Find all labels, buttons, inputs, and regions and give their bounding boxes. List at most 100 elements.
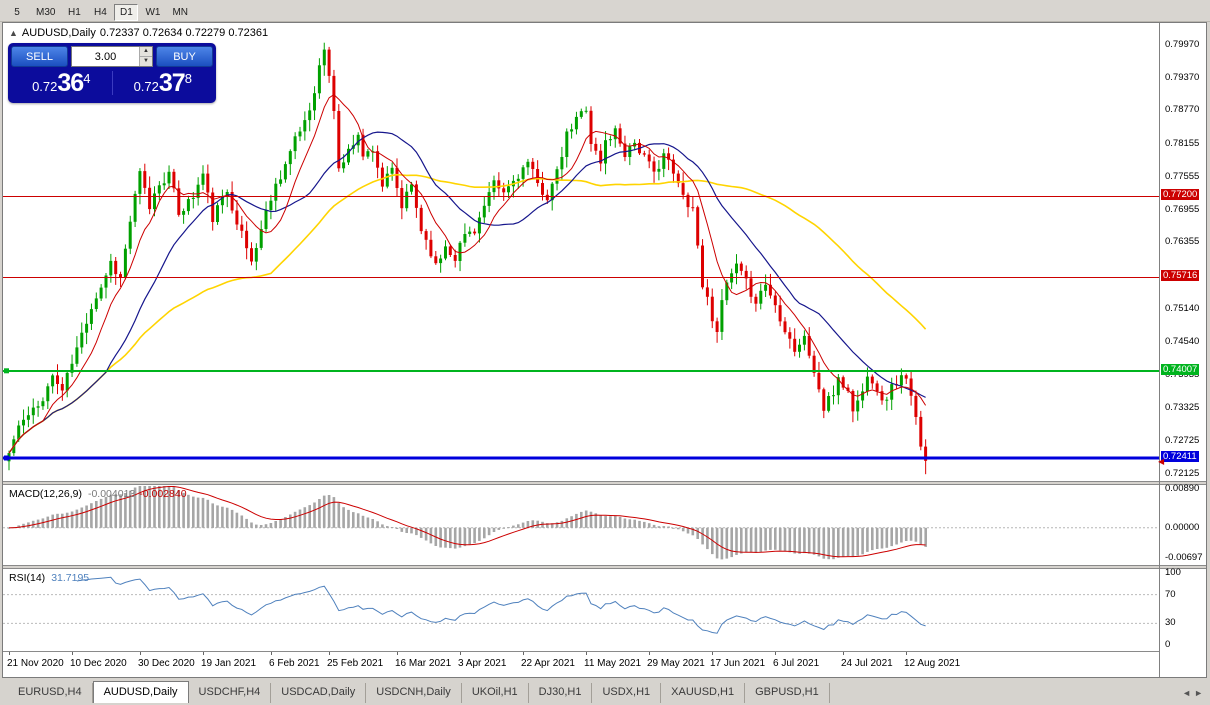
date-label: 11 May 2021 (584, 658, 642, 669)
chart-tab-ukoil-h1[interactable]: UKOil,H1 (461, 683, 529, 703)
date-tick (843, 652, 844, 655)
chart-tab-usdcad-daily[interactable]: USDCAD,Daily (271, 683, 367, 703)
lot-size-control: ▲ ▼ (71, 46, 153, 67)
chart-symbol-label: AUDUSD,Daily (21, 27, 96, 39)
lot-increase-button[interactable]: ▲ (140, 47, 152, 56)
macd-axis-label: 0.00000 (1165, 522, 1200, 533)
timeframe-button-w1[interactable]: W1 (140, 4, 166, 21)
tab-scroll-right-icon[interactable]: ► (1194, 688, 1203, 698)
chart-tab-usdx-h1[interactable]: USDX,H1 (592, 683, 662, 703)
rsi-panel-svg[interactable] (3, 569, 1159, 651)
timeframe-button-h4[interactable]: H4 (88, 4, 113, 21)
date-tick (649, 652, 650, 655)
date-tick (140, 652, 141, 655)
hline-price-tag: 0.74007 (1161, 364, 1200, 375)
sell-price[interactable]: 0.72364 (11, 69, 112, 98)
hline-price-tag: 0.75716 (1161, 270, 1200, 281)
macd-main-value: -0.004013 (87, 488, 136, 500)
hline-anchor (4, 455, 9, 461)
macd-panel-svg[interactable] (3, 485, 1159, 565)
tab-scroll-arrows: ◄ ► (1179, 688, 1203, 698)
timeframe-button-mn[interactable]: MN (167, 4, 194, 21)
chart-tab-xauusd-h1[interactable]: XAUUSD,H1 (661, 683, 746, 703)
date-tick (329, 652, 330, 655)
date-tick (523, 652, 524, 655)
date-tick (9, 652, 10, 655)
sell-button[interactable]: SELL (11, 46, 68, 67)
ma-fast-line (8, 93, 927, 454)
date-label: 22 Apr 2021 (521, 658, 575, 669)
date-tick (460, 652, 461, 655)
date-label: 16 Mar 2021 (395, 658, 452, 669)
timeframe-toolbar: 5 M30 H1 H4 D1 W1 MN (0, 0, 1210, 22)
chart-tab-eurusd-h4[interactable]: EURUSD,H4 (8, 683, 93, 703)
date-tick (906, 652, 907, 655)
price-label: 0.73325 (1165, 402, 1200, 413)
sell-price-pips: 36 (57, 68, 84, 97)
chart-tab-usdchf-h4[interactable]: USDCHF,H4 (188, 683, 272, 703)
panel-splitter-rsi[interactable] (3, 565, 1206, 569)
date-tick (397, 652, 398, 655)
date-label: 24 Jul 2021 (841, 658, 893, 669)
date-label: 19 Jan 2021 (201, 658, 257, 669)
chart-ohlc-line: ▲ AUDUSD,Daily 0.72337 0.72634 0.72279 0.7… (9, 27, 272, 39)
macd-signal-value: -0.002840 (139, 488, 187, 500)
lot-decrease-button[interactable]: ▼ (140, 56, 152, 66)
price-label: 0.78770 (1165, 104, 1200, 115)
buy-button[interactable]: BUY (156, 46, 213, 67)
one-click-collapse-icon[interactable]: ▲ (9, 28, 18, 38)
chart-ohlc-values: 0.72337 0.72634 0.72279 0.72361 (99, 27, 269, 39)
timeframe-button-m30[interactable]: M30 (31, 4, 61, 21)
price-label: 0.72725 (1165, 435, 1200, 446)
date-label: 29 May 2021 (647, 658, 705, 669)
date-tick (72, 652, 73, 655)
date-label: 6 Jul 2021 (773, 658, 820, 669)
date-label: 21 Nov 2020 (7, 658, 64, 669)
chart-tab-audusd-daily[interactable]: AUDUSD,Daily (92, 681, 189, 703)
chart-tab-usdcnh-daily[interactable]: USDCNH,Daily (366, 683, 462, 703)
buy-price[interactable]: 0.72378 (113, 69, 214, 98)
current-price-marker: ◀ (1158, 457, 1165, 466)
sell-price-head: 0.72 (32, 78, 58, 94)
chart-tab-bar: EURUSD,H4 AUDUSD,Daily USDCHF,H4 USDCAD,Dai… (2, 679, 1207, 703)
price-label: 0.72125 (1165, 468, 1200, 479)
timeframe-button-h1[interactable]: H1 (62, 4, 87, 21)
hline-anchor (4, 368, 9, 374)
rsi-axis-label: 0 (1165, 639, 1171, 650)
chart-tab-gbpusd-h1[interactable]: GBPUSD,H1 (745, 683, 830, 703)
date-label: 25 Feb 2021 (327, 658, 384, 669)
chart-tab-dj30-h1[interactable]: DJ30,H1 (528, 683, 593, 703)
date-label: 3 Apr 2021 (458, 658, 507, 669)
timeframe-button-d1[interactable]: D1 (114, 4, 139, 21)
macd-axis-label: -0.00697 (1165, 552, 1203, 563)
date-tick (271, 652, 272, 655)
hline-price-tag: 0.72411 (1161, 451, 1199, 462)
date-label: 12 Aug 2021 (904, 658, 961, 669)
buy-price-head: 0.72 (133, 78, 159, 94)
macd-signal-line (8, 486, 926, 558)
price-chart-svg[interactable] (3, 23, 1159, 481)
price-label: 0.74540 (1165, 336, 1200, 347)
price-divider (111, 71, 113, 95)
date-label: 6 Feb 2021 (269, 658, 320, 669)
date-label: 10 Dec 2020 (70, 658, 127, 669)
ma-mid-line (8, 131, 926, 454)
macd-histogram (7, 486, 927, 560)
date-label: 30 Dec 2020 (138, 658, 195, 669)
timeframe-button-5[interactable]: 5 (5, 4, 29, 21)
macd-axis-label: 0.00890 (1165, 483, 1200, 494)
price-label: 0.79370 (1165, 72, 1200, 83)
lot-size-input[interactable] (72, 47, 139, 66)
sell-price-fraction: 4 (83, 70, 91, 86)
buy-price-fraction: 8 (184, 70, 192, 86)
price-label: 0.76355 (1165, 236, 1200, 247)
date-tick (775, 652, 776, 655)
rsi-axis-label: 100 (1165, 567, 1181, 578)
date-label: 17 Jun 2021 (710, 658, 766, 669)
macd-name: MACD(12,26,9) (9, 488, 82, 500)
rsi-value: 31.7195 (51, 572, 90, 584)
panel-splitter-macd[interactable] (3, 481, 1206, 485)
ma-slow-line (8, 173, 927, 454)
tab-scroll-left-icon[interactable]: ◄ (1182, 688, 1192, 698)
one-click-trading-panel: SELL ▲ ▼ BUY 0.72364 0.72378 (8, 43, 216, 103)
